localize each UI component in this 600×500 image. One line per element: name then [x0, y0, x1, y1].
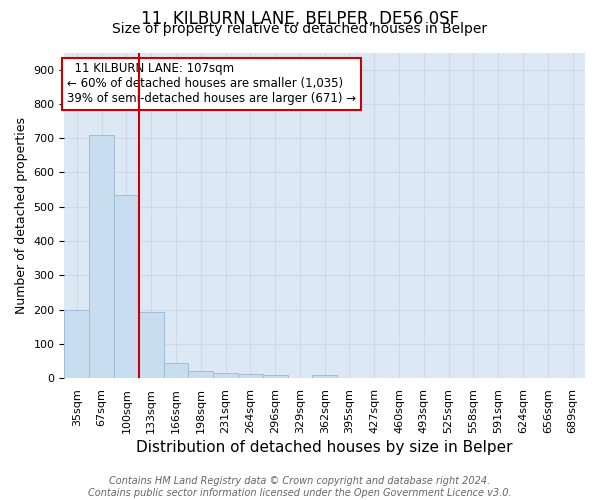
Bar — [188, 372, 213, 378]
Bar — [164, 363, 188, 378]
Bar — [64, 310, 89, 378]
Text: Contains HM Land Registry data © Crown copyright and database right 2024.
Contai: Contains HM Land Registry data © Crown c… — [88, 476, 512, 498]
Text: 11 KILBURN LANE: 107sqm
← 60% of detached houses are smaller (1,035)
39% of semi: 11 KILBURN LANE: 107sqm ← 60% of detache… — [67, 62, 356, 106]
Bar — [139, 312, 164, 378]
Bar — [89, 135, 114, 378]
Text: Size of property relative to detached houses in Belper: Size of property relative to detached ho… — [112, 22, 488, 36]
Bar — [238, 374, 263, 378]
Text: 11, KILBURN LANE, BELPER, DE56 0SF: 11, KILBURN LANE, BELPER, DE56 0SF — [141, 10, 459, 28]
Bar — [213, 373, 238, 378]
Bar — [313, 376, 337, 378]
Bar — [263, 375, 287, 378]
Y-axis label: Number of detached properties: Number of detached properties — [15, 117, 28, 314]
Bar — [114, 195, 139, 378]
X-axis label: Distribution of detached houses by size in Belper: Distribution of detached houses by size … — [136, 440, 513, 455]
